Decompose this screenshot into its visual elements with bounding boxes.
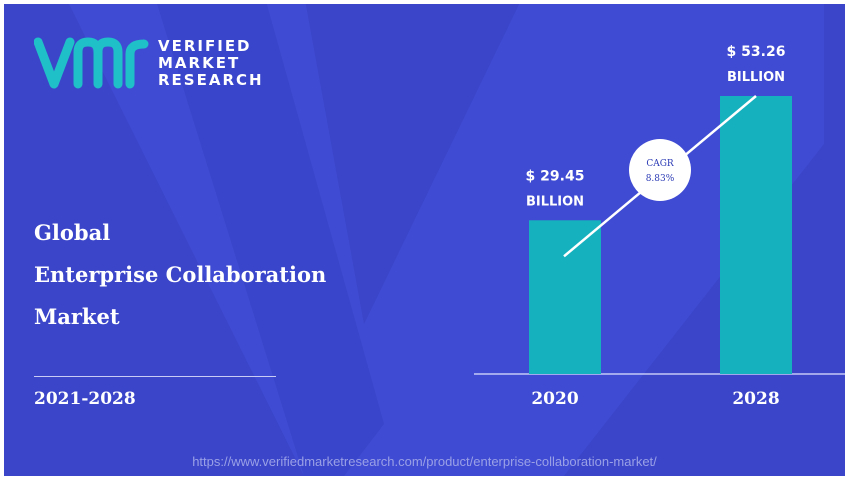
vmr-logo-icon [34, 37, 149, 89]
value-label-amount-2020: $ 29.45 [526, 168, 585, 184]
period-divider [34, 376, 276, 377]
bar-chart: $ 29.45 BILLION 2020 $ 53.26 BILLION 2028 CAGR… [474, 44, 845, 409]
brand-logo: VERIFIED MARKET RESEARCH [34, 36, 274, 96]
brand-name: VERIFIED MARKET RESEARCH [158, 38, 264, 89]
brand-line-verified: VERIFIED [158, 37, 252, 55]
cagr-value: 8.83% [646, 174, 675, 184]
title-line-1: Global [34, 220, 111, 245]
brand-line-market: MARKET [158, 54, 241, 72]
bar-2020 [529, 220, 601, 374]
forecast-period: 2021-2028 [34, 389, 136, 409]
bar-2028 [720, 96, 792, 374]
source-url: https://www.verifiedmarketresearch.com/p… [192, 454, 657, 469]
title-line-3: Market [34, 304, 120, 329]
brand-line-research: RESEARCH [158, 71, 264, 89]
cagr-badge [629, 139, 691, 201]
value-label-amount-2028: $ 53.26 [727, 44, 786, 60]
x-tick-2028: 2028 [732, 389, 779, 409]
background-v-shape [68, 4, 824, 476]
value-label-unit-2020: BILLION [526, 194, 584, 209]
report-title: Global Enterprise Collaboration Market [34, 212, 326, 338]
value-label-unit-2028: BILLION [727, 70, 785, 85]
cagr-label: CAGR [646, 159, 674, 169]
x-tick-2020: 2020 [531, 389, 578, 409]
infographic-frame: VERIFIED MARKET RESEARCH Global Enterpri… [4, 4, 845, 476]
title-line-2: Enterprise Collaboration [34, 262, 327, 287]
